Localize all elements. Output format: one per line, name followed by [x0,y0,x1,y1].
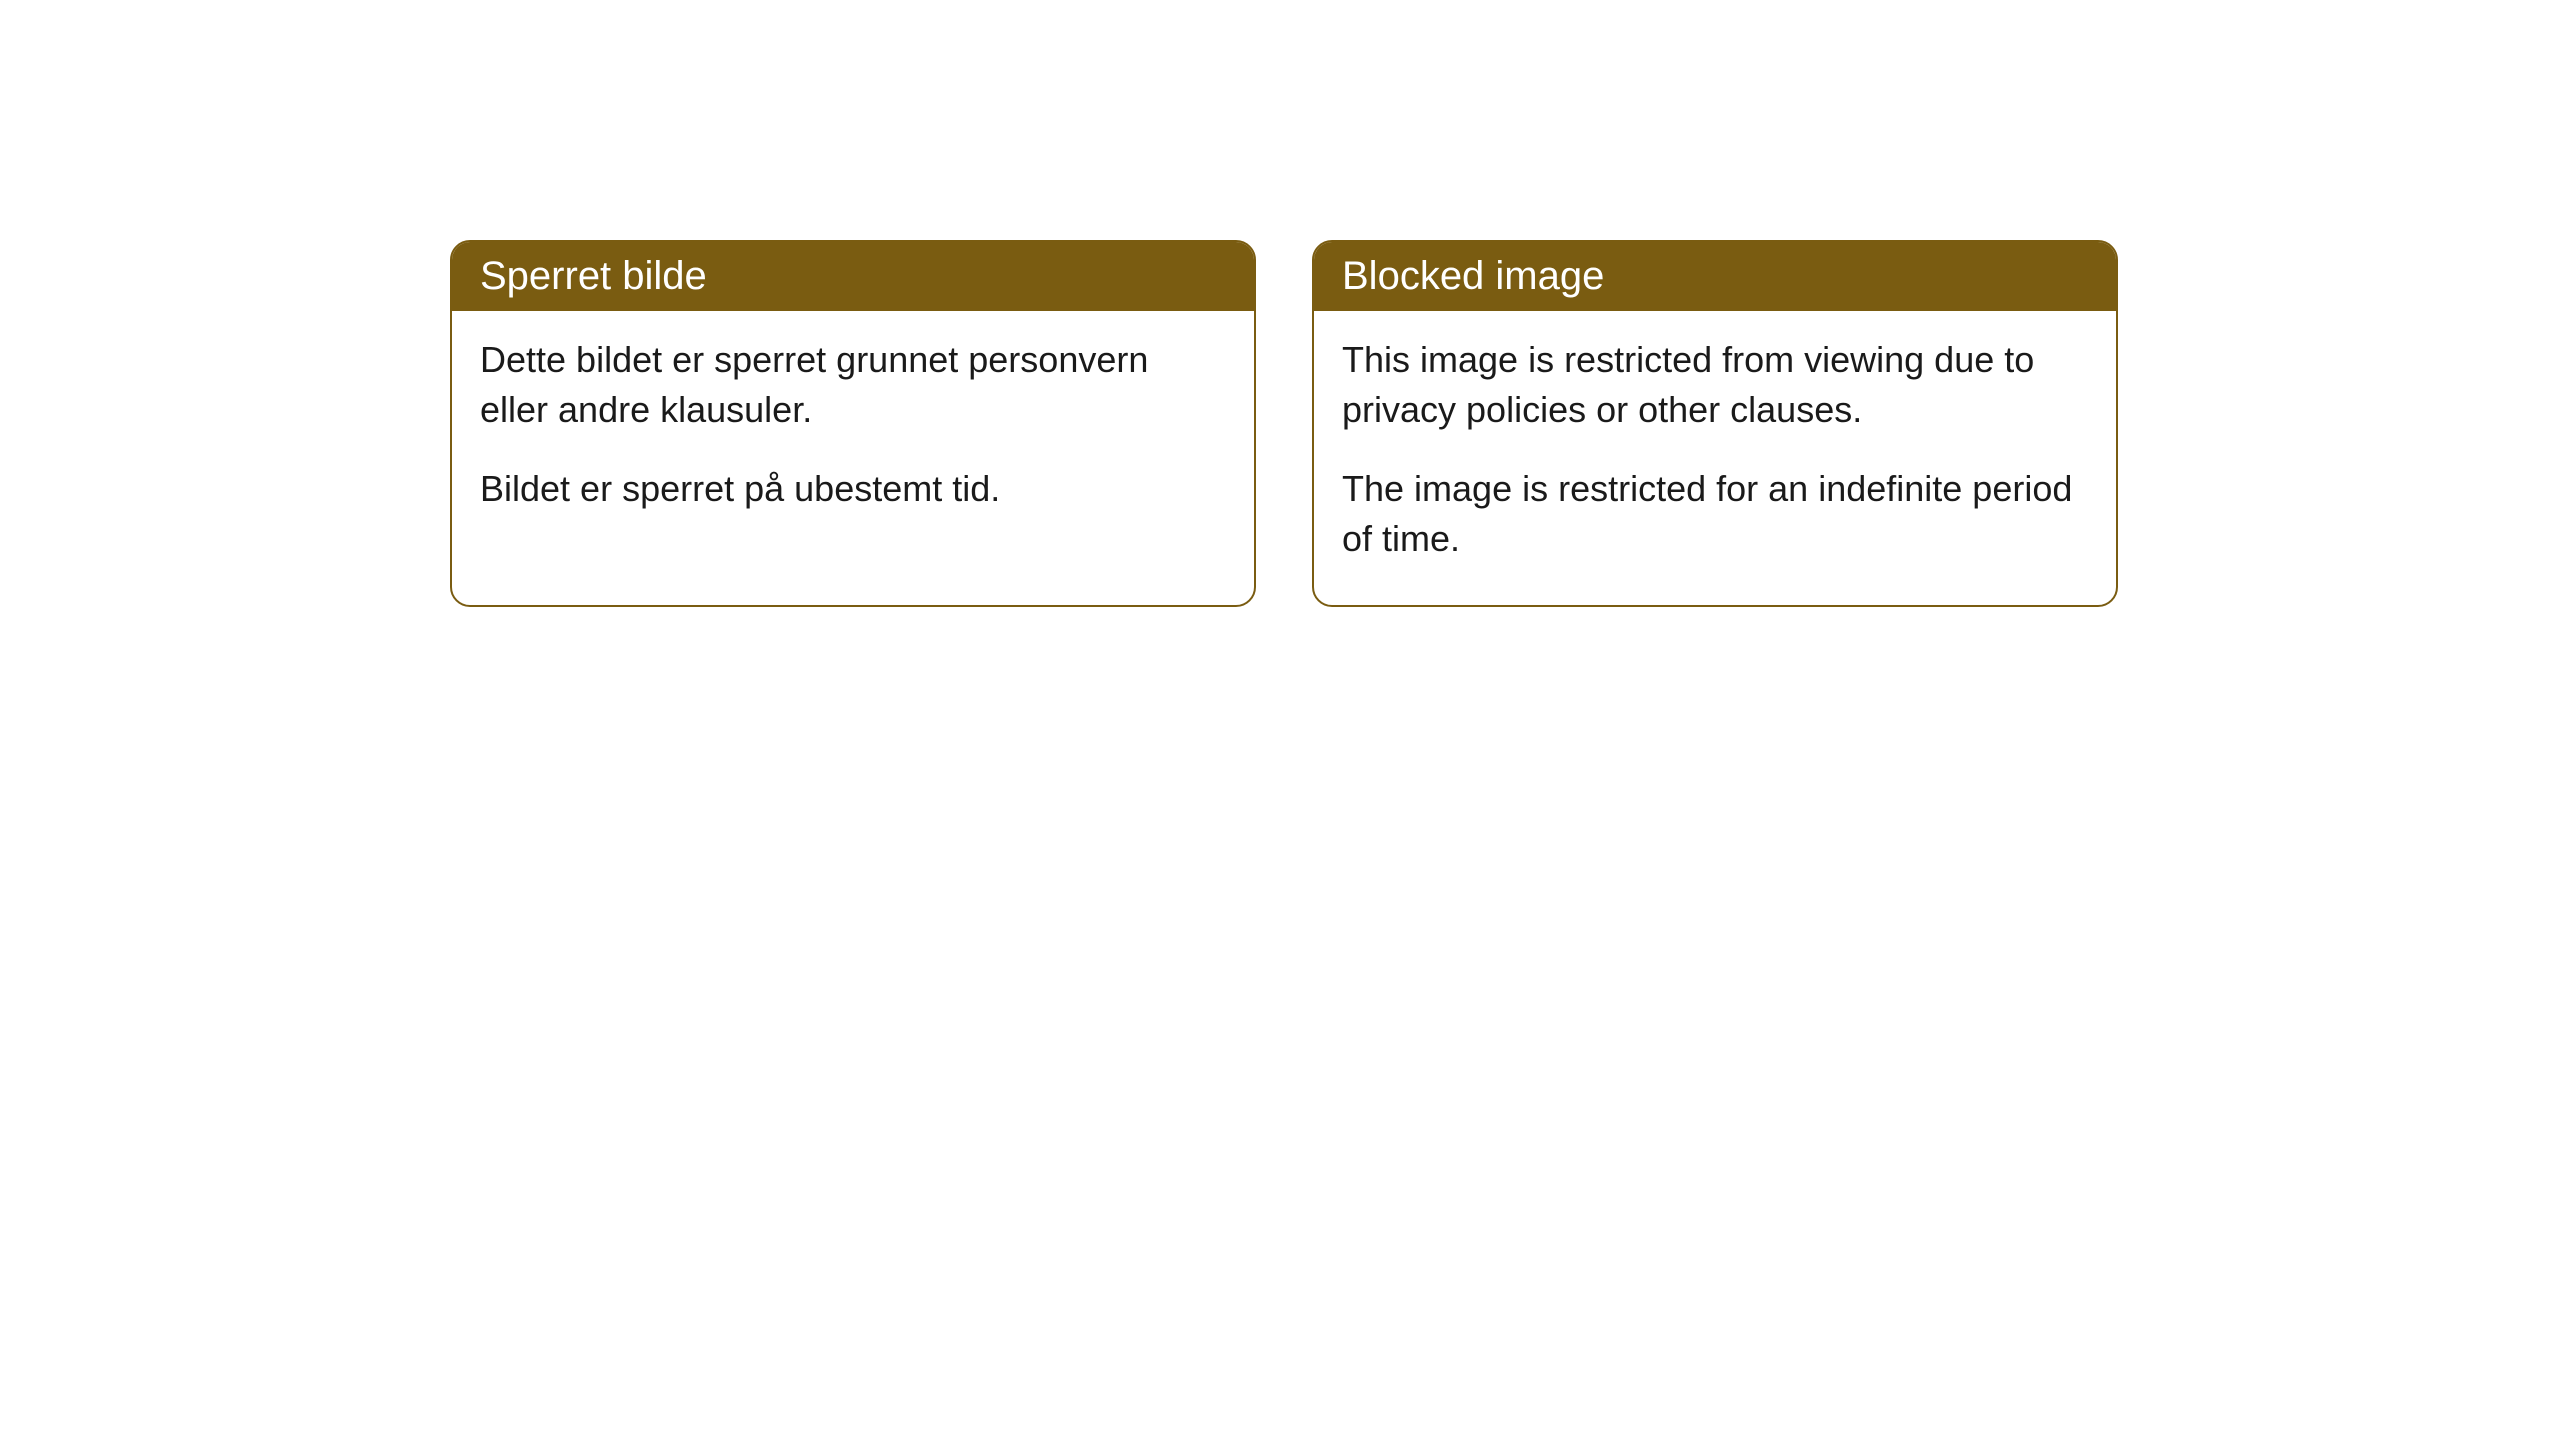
blocked-image-card-english: Blocked image This image is restricted f… [1312,240,2118,607]
card-paragraph: This image is restricted from viewing du… [1342,335,2088,436]
card-body: Dette bildet er sperret grunnet personve… [452,311,1254,554]
card-paragraph: Bildet er sperret på ubestemt tid. [480,464,1226,514]
card-paragraph: The image is restricted for an indefinit… [1342,464,2088,565]
blocked-image-card-norwegian: Sperret bilde Dette bildet er sperret gr… [450,240,1256,607]
card-header: Sperret bilde [452,242,1254,311]
card-title: Blocked image [1342,254,1604,298]
card-body: This image is restricted from viewing du… [1314,311,2116,605]
card-title: Sperret bilde [480,254,707,298]
card-container: Sperret bilde Dette bildet er sperret gr… [0,0,2560,607]
card-paragraph: Dette bildet er sperret grunnet personve… [480,335,1226,436]
card-header: Blocked image [1314,242,2116,311]
